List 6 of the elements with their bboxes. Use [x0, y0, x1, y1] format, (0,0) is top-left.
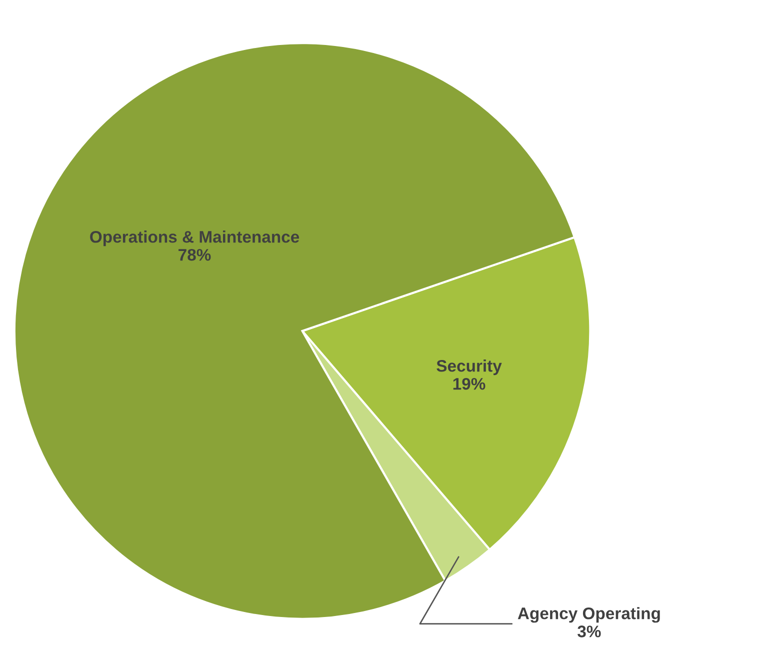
slice-label: Security: [436, 360, 502, 376]
slice-label: Operations & Maintenance: [90, 230, 300, 246]
slice-label: Agency Operating: [518, 607, 660, 623]
data-label: 3%: [578, 626, 601, 638]
data-label: 78%: [178, 248, 211, 261]
data-label: 19%: [453, 378, 486, 390]
